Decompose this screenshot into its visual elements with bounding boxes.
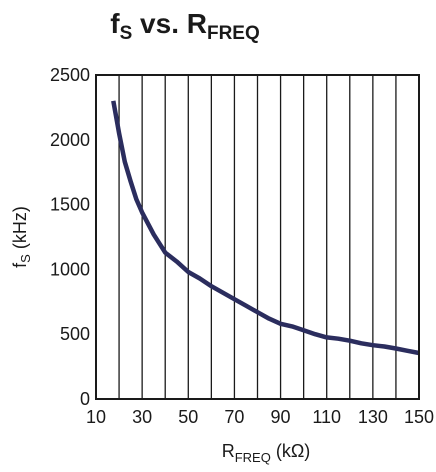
plot-frame <box>95 74 420 400</box>
y-tick-label: 1500 <box>50 195 90 215</box>
x-tick-label: 30 <box>132 407 152 427</box>
grid <box>118 75 397 399</box>
y-axis-label-unit: (kHz) <box>10 206 30 254</box>
x-tick-label: 150 <box>404 407 434 427</box>
x-tick-label: 70 <box>224 407 244 427</box>
x-axis-label: RFREQ (kΩ) <box>222 441 311 465</box>
chart-title-mid: vs. R <box>132 8 207 39</box>
y-tick-label: 500 <box>60 324 90 344</box>
series <box>111 100 420 356</box>
chart-title-sub1: S <box>120 23 133 44</box>
series-line <box>111 100 420 356</box>
chart-title-sub2: FREQ <box>207 23 260 44</box>
x-tick-label: 130 <box>358 407 388 427</box>
y-axis-label-sub: S <box>18 254 33 263</box>
y-axis-label: fS (kHz) <box>10 206 33 268</box>
x-axis-label-sub: FREQ <box>235 450 271 465</box>
chart-title: fS vs. RFREQ <box>110 8 260 44</box>
y-tick-label: 1000 <box>50 259 90 279</box>
y-tick-label: 2000 <box>50 130 90 150</box>
x-tick-label: 90 <box>271 407 291 427</box>
x-tick-label: 50 <box>178 407 198 427</box>
y-tick-label: 0 <box>80 389 90 409</box>
chart-title-main: f <box>110 8 120 39</box>
x-axis-label-main: R <box>222 441 235 461</box>
y-axis-label-main: f <box>10 262 30 268</box>
x-axis-label-unit: (kΩ) <box>271 441 310 461</box>
y-tick-label: 2500 <box>50 65 90 85</box>
x-tick-label: 10 <box>86 407 106 427</box>
x-tick-label: 110 <box>312 407 341 427</box>
